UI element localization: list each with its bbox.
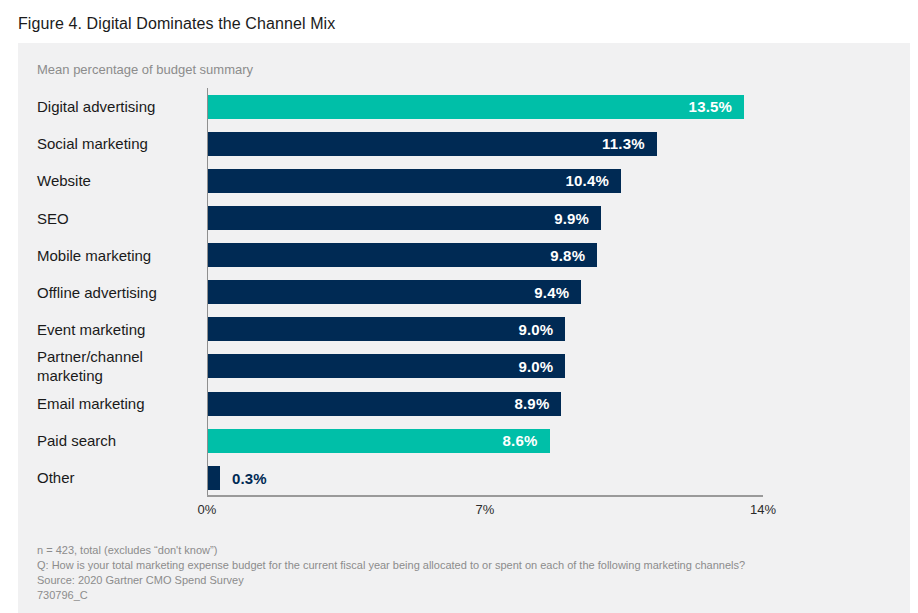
bar: 9.9% bbox=[208, 206, 601, 230]
category-label: Offline advertising bbox=[37, 274, 187, 310]
x-tick-7: 7% bbox=[476, 502, 495, 517]
category-label: Digital advertising bbox=[37, 89, 187, 125]
category-label: Event marketing bbox=[37, 311, 187, 347]
bar: 13.5% bbox=[208, 95, 744, 119]
x-tick-0: 0% bbox=[198, 502, 217, 517]
chart-footnotes: n = 423, total (excludes “don't know”) Q… bbox=[37, 543, 745, 603]
bar-value-label: 8.9% bbox=[514, 395, 561, 412]
category-label: SEO bbox=[37, 200, 187, 236]
chart-panel: Mean percentage of budget summary Digita… bbox=[18, 43, 910, 613]
bar: 9.0% bbox=[208, 354, 565, 378]
footnote-question: Q: How is your total marketing expense b… bbox=[37, 558, 745, 573]
category-label: Social marketing bbox=[37, 126, 187, 162]
bar-value-label: 13.5% bbox=[689, 98, 745, 115]
category-label: Other bbox=[37, 460, 187, 496]
footnote-sample: n = 423, total (excludes “don't know”) bbox=[37, 543, 745, 558]
bar: 8.6% bbox=[208, 429, 550, 453]
bar-value-label: 9.0% bbox=[518, 321, 565, 338]
figure-title: Figure 4. Digital Dominates the Channel … bbox=[18, 15, 335, 33]
bar-value-label: 9.0% bbox=[518, 358, 565, 375]
category-label: Website bbox=[37, 163, 187, 199]
chart-subtitle: Mean percentage of budget summary bbox=[37, 62, 253, 77]
bar: 9.8% bbox=[208, 243, 597, 267]
category-label: Email marketing bbox=[37, 386, 187, 422]
category-label: Partner/channel marketing bbox=[37, 348, 187, 384]
footnote-id: 730796_C bbox=[37, 588, 745, 603]
footnote-source: Source: 2020 Gartner CMO Spend Survey bbox=[37, 573, 745, 588]
bar: 9.0% bbox=[208, 317, 565, 341]
y-axis-line bbox=[207, 88, 208, 496]
bar-value-label: 9.9% bbox=[554, 210, 601, 227]
bar: 8.9% bbox=[208, 392, 561, 416]
bar-value-label: 0.3% bbox=[232, 470, 267, 487]
x-axis-line bbox=[207, 495, 763, 497]
bar-value-label: 9.8% bbox=[550, 247, 597, 264]
bar: 9.4% bbox=[208, 280, 581, 304]
category-label: Mobile marketing bbox=[37, 237, 187, 273]
bar-value-label: 11.3% bbox=[602, 135, 657, 152]
bar-value-label: 8.6% bbox=[503, 432, 550, 449]
x-tick-14: 14% bbox=[750, 502, 776, 517]
bar-value-label: 9.4% bbox=[534, 284, 581, 301]
category-label: Paid search bbox=[37, 423, 187, 459]
bar: 10.4% bbox=[208, 169, 621, 193]
bar: 11.3% bbox=[208, 132, 657, 156]
bar bbox=[208, 466, 220, 490]
bar-value-label: 10.4% bbox=[565, 172, 621, 189]
